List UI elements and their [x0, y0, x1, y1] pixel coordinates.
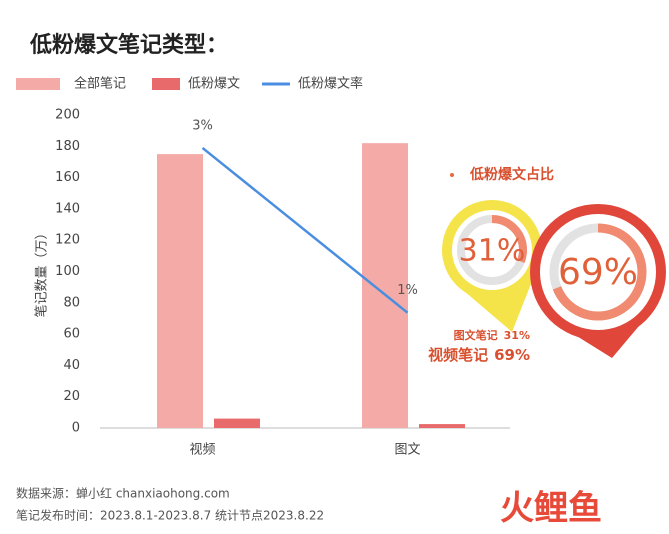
x-tick-label: 图文 [394, 443, 420, 458]
y-tick-label: 0 [72, 421, 80, 436]
source: 数据来源：蝉小红 chanxiaohong.com [16, 486, 230, 501]
legend-swatch [16, 78, 60, 90]
legend-label: 低粉爆文 [188, 77, 240, 92]
bar [214, 418, 260, 428]
legend-label: 低粉爆文率 [298, 76, 363, 92]
y-tick-label: 180 [55, 139, 80, 154]
share-name: 视频笔记 [428, 346, 488, 364]
donut-label: 69% [558, 252, 638, 293]
period: 笔记发布时间：2023.8.1-2023.8.7 统计节点2023.8.22 [16, 508, 324, 523]
donut-label: 31% [459, 234, 526, 269]
share-value: 31% [504, 329, 530, 342]
x-tick-label: 视频 [189, 443, 215, 458]
logo: 火鲤鱼 [500, 489, 602, 529]
donut-arc [457, 215, 527, 285]
y-tick-label: 140 [55, 201, 80, 216]
y-tick-label: 100 [55, 264, 80, 279]
share-title: 低粉爆文占比 [469, 166, 554, 183]
legend-label: 全部笔记 [74, 76, 126, 92]
legend-swatch [152, 78, 180, 90]
share-value: 69% [494, 346, 530, 364]
line [201, 146, 409, 314]
share-legend: 图文笔记 31% [454, 328, 530, 342]
donut-arc [549, 223, 647, 321]
data-label: 3% [192, 118, 213, 133]
bar [419, 424, 465, 428]
share-legend: 视频笔记 69% [428, 346, 530, 364]
bullet [450, 173, 454, 177]
share-name: 图文笔记 [454, 328, 498, 342]
y-axis-label: 笔记数量（万） [34, 226, 50, 317]
y-tick-label: 20 [63, 389, 80, 404]
y-tick-label: 160 [55, 170, 80, 185]
y-tick-label: 200 [55, 108, 80, 123]
y-tick-label: 80 [63, 295, 80, 310]
data-label: 1% [397, 283, 418, 298]
chart-title: 低粉爆文笔记类型： [29, 32, 228, 58]
y-tick-label: 120 [55, 233, 80, 248]
y-tick-label: 60 [63, 327, 80, 342]
bar [157, 154, 203, 428]
bar [362, 143, 408, 429]
y-tick-label: 40 [63, 358, 80, 373]
